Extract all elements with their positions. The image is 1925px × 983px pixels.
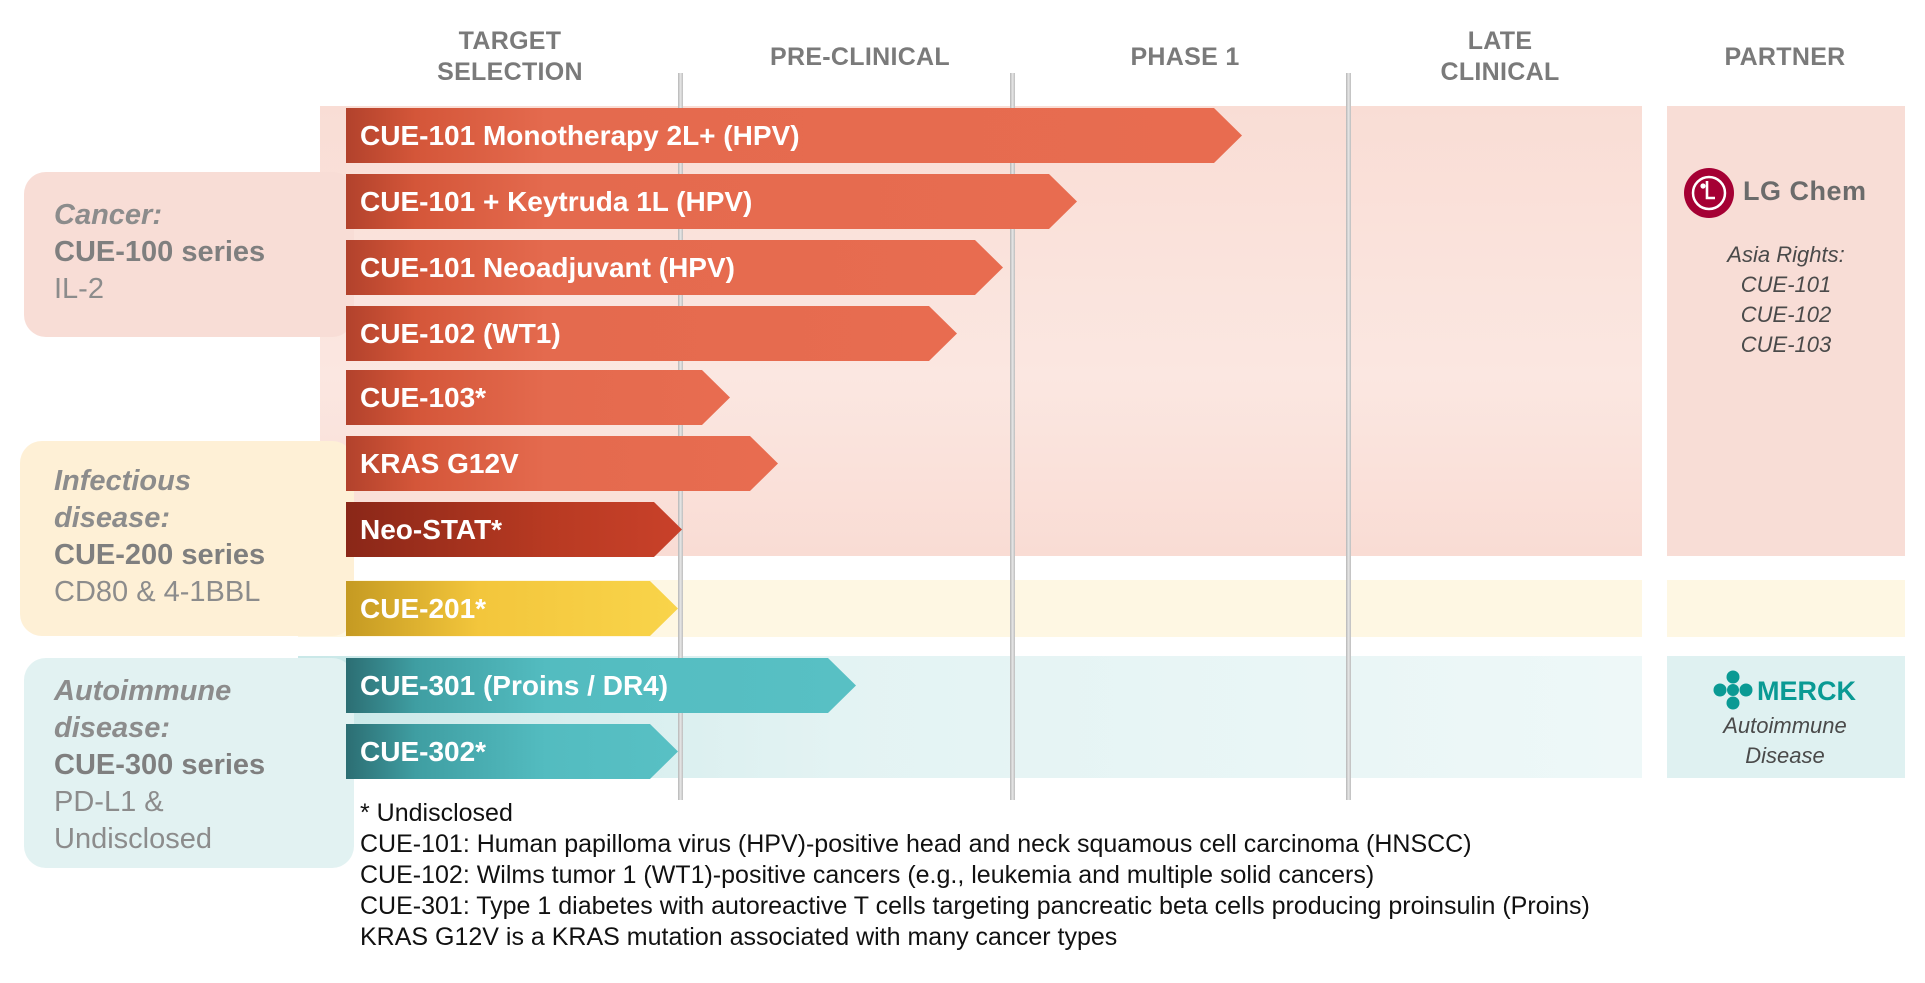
- program-arrow-cue201: CUE-201*: [346, 581, 678, 636]
- stage-header-partner: PARTNER: [1724, 43, 1846, 71]
- infectious-category-subtitle: CD80 & 4-1BBL: [54, 576, 261, 608]
- program-arrow-cue101-keytruda: CUE-101 + Keytruda 1L (HPV): [346, 174, 1077, 229]
- merck-logo-icon: [1713, 670, 1753, 710]
- footnotes: * Undisclosed CUE-101: Human papilloma v…: [360, 798, 1590, 953]
- stage-header-pre-clinical: PRE-CLINICAL: [770, 43, 950, 71]
- lg-chem-logo: LG Chem: [1683, 167, 1893, 219]
- autoimmune-category-text: Autoimmune disease: CUE-300 series PD-L1…: [54, 673, 294, 858]
- autoimmune-category-box: [24, 658, 354, 868]
- cancer-category-title: Cancer:: [54, 199, 162, 231]
- lg-chem-wordmark: LG Chem: [1743, 176, 1867, 206]
- cancer-category-box: [24, 172, 354, 337]
- infectious-partner-band: [1667, 580, 1905, 637]
- cancer-category-text: Cancer: CUE-100 series IL-2: [54, 197, 265, 308]
- infectious-category-title: Infectious disease:: [54, 465, 191, 534]
- program-arrow-neo-stat: Neo-STAT*: [346, 502, 682, 557]
- program-arrow-cue302: CUE-302*: [346, 724, 678, 779]
- lg-chem-note: Asia Rights: CUE-101 CUE-102 CUE-103: [1667, 240, 1905, 360]
- program-arrow-cue301: CUE-301 (Proins / DR4): [346, 658, 856, 713]
- lg-note-program-1: CUE-101: [1740, 272, 1832, 297]
- program-arrow-cue103: CUE-103*: [346, 370, 730, 425]
- infectious-category-series: CUE-200 series: [54, 539, 266, 571]
- footnote-cue101: CUE-101: Human papilloma virus (HPV)-pos…: [360, 830, 1472, 858]
- footnote-kras: KRAS G12V is a KRAS mutation associated …: [360, 923, 1118, 951]
- autoimmune-partner-band: [1667, 656, 1905, 778]
- cancer-category-series: CUE-100 series: [54, 236, 266, 268]
- merck-note: Autoimmune Disease: [1723, 713, 1847, 768]
- divider-phase1-late: [1346, 73, 1351, 800]
- cancer-category-subtitle: IL-2: [54, 273, 104, 305]
- stage-header-phase-1: PHASE 1: [1130, 43, 1240, 71]
- stage-header-target-line2: SELECTION: [437, 58, 583, 86]
- stage-header-late-clinical: LATE CLINICAL: [1400, 26, 1600, 88]
- lg-note-program-2: CUE-102: [1740, 302, 1832, 327]
- stage-header-target-selection: TARGET SELECTION: [410, 26, 610, 88]
- program-arrow-kras-g12v: KRAS G12V: [346, 436, 778, 491]
- autoimmune-category-subtitle: PD-L1 & Undisclosed: [54, 786, 212, 855]
- footnote-undisclosed: * Undisclosed: [360, 799, 513, 827]
- autoimmune-category-series: CUE-300 series: [54, 749, 266, 781]
- divider-preclinical-phase1: [1010, 73, 1015, 800]
- stage-header-target-line1: TARGET: [458, 27, 562, 55]
- footnote-cue301: CUE-301: Type 1 diabetes with autoreacti…: [360, 892, 1590, 920]
- program-arrow-cue101-mono: CUE-101 Monotherapy 2L+ (HPV): [346, 108, 1242, 163]
- autoimmune-category-title: Autoimmune disease:: [54, 675, 232, 744]
- lg-note-program-3: CUE-103: [1740, 332, 1832, 357]
- lg-note-title: Asia Rights:: [1727, 242, 1845, 267]
- infectious-category-text: Infectious disease: CUE-200 series CD80 …: [54, 463, 304, 611]
- program-arrow-cue102: CUE-102 (WT1): [346, 306, 957, 361]
- program-arrow-cue101-neoadjuvant: CUE-101 Neoadjuvant (HPV): [346, 240, 1003, 295]
- infectious-category-box: [20, 441, 354, 636]
- footnote-cue102: CUE-102: Wilms tumor 1 (WT1)-positive ca…: [360, 861, 1375, 889]
- merck-wordmark: MERCK: [1757, 676, 1856, 706]
- lg-logo-icon: [1684, 168, 1734, 218]
- stage-header-late-line2: CLINICAL: [1440, 58, 1560, 86]
- stage-header-late-line1: LATE: [1467, 27, 1533, 55]
- merck-logo: MERCK: [1713, 670, 1893, 710]
